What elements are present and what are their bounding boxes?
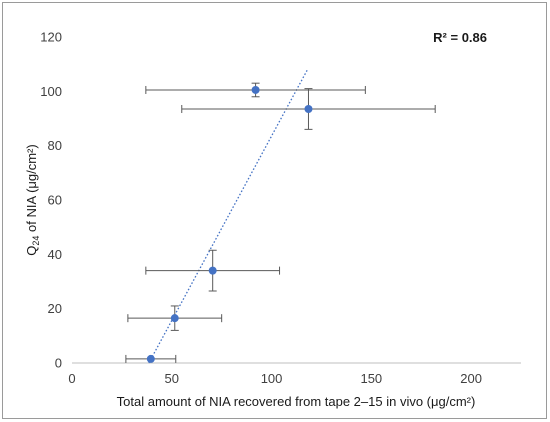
y-tick-label: 100: [40, 84, 62, 99]
y-tick-label: 80: [48, 138, 62, 153]
y-tick-label: 0: [55, 356, 62, 371]
chart-frame: [2, 2, 547, 419]
x-tick-label: 150: [360, 371, 382, 386]
y-axis-title-suffix: of NIA (μg/cm²): [24, 144, 39, 235]
data-point: [170, 314, 179, 323]
data-point: [208, 266, 217, 275]
y-tick-label: 40: [48, 247, 62, 262]
y-tick-label: 60: [48, 193, 62, 208]
x-tick-label: 50: [165, 371, 179, 386]
y-axis-title-subscript: 24: [31, 236, 41, 246]
data-point: [304, 104, 313, 113]
x-tick-label: 100: [261, 371, 283, 386]
r-squared-annotation: R² = 0.86: [433, 30, 487, 45]
y-tick-label: 20: [48, 301, 62, 316]
x-tick-label: 200: [460, 371, 482, 386]
x-axis-title: Total amount of NIA recovered from tape …: [117, 394, 476, 409]
y-axis-title: Q24 of NIA (μg/cm²): [24, 144, 41, 255]
y-tick-label: 120: [40, 30, 62, 45]
tick-labels: 0 50 100 150 200 0 20 40 60 80 100 120: [40, 30, 482, 387]
data-point: [251, 85, 260, 94]
y-axis-title-prefix: Q: [24, 246, 39, 256]
data-points: [146, 85, 313, 363]
x-tick-label: 0: [68, 371, 75, 386]
data-point: [146, 354, 155, 363]
